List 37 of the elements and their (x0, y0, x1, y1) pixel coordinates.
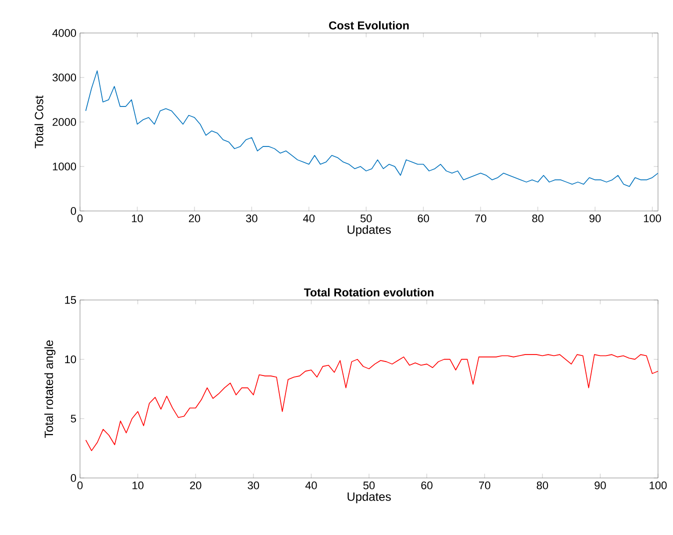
x-axis-title: Updates (348, 492, 391, 504)
x-tick-label: 30 (246, 214, 258, 222)
y-tick-label: 4000 (52, 29, 76, 37)
x-tick-label: 20 (188, 214, 200, 222)
x-tick-label: 30 (248, 482, 260, 490)
x-tick-label: 60 (421, 482, 432, 490)
x-tick-label: 10 (132, 214, 143, 222)
x-tick-label: 100 (650, 482, 667, 490)
x-tick-label: 70 (479, 482, 490, 490)
x-tick-label: 10 (132, 482, 144, 490)
y-axis-title: Total rotated angle (44, 340, 56, 438)
x-axis-title: Updates (348, 225, 391, 236)
y-tick-label: 15 (65, 296, 76, 304)
x-tick-label: 90 (589, 214, 601, 222)
y-tick-label: 0 (70, 207, 76, 215)
x-tick-label: 0 (77, 482, 83, 490)
y-tick-label: 1000 (52, 162, 76, 170)
x-tick-label: 70 (475, 214, 486, 222)
chart-title: Cost Evolution (329, 21, 409, 30)
y-tick-label: 5 (70, 414, 76, 422)
x-tick-label: 50 (363, 482, 375, 490)
y-tick-label: 0 (70, 474, 76, 482)
x-tick-label: 0 (77, 214, 83, 222)
y-tick-label: 3000 (52, 74, 76, 82)
x-tick-label: 100 (644, 214, 661, 222)
x-tick-label: 80 (532, 214, 544, 222)
x-tick-label: 60 (418, 214, 430, 222)
x-tick-label: 90 (594, 482, 606, 490)
x-tick-label: 40 (305, 482, 317, 490)
x-tick-label: 50 (360, 214, 372, 222)
chart-title: Total Rotation evolution (304, 288, 434, 296)
y-axis-title: Total Cost (34, 96, 44, 148)
x-tick-label: 40 (303, 214, 315, 222)
x-tick-label: 80 (536, 482, 548, 490)
y-tick-label: 2000 (52, 118, 76, 126)
x-tick-label: 20 (190, 482, 202, 490)
y-tick-label: 10 (65, 355, 76, 364)
